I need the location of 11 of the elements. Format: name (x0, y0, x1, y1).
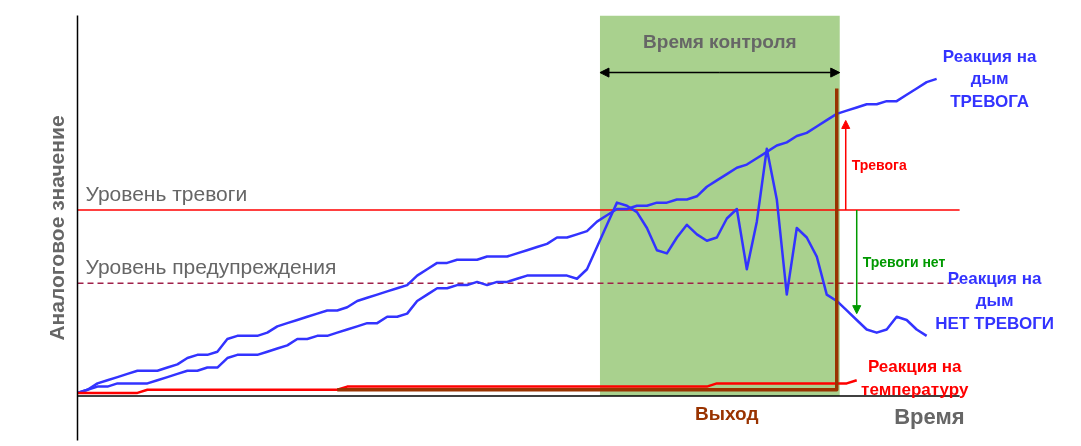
series-label: Реакция на дым ТРЕВОГА (942, 46, 1037, 112)
series-label: Выход (695, 402, 759, 424)
series-label: Реакция на температуру (861, 357, 969, 400)
ref-line-label: Уровень тревоги (85, 181, 248, 205)
ref-line-label: Уровень предупреждения (85, 255, 337, 279)
annotation: Тревоги нет (862, 253, 946, 270)
text: Время контроля (643, 30, 797, 52)
y-axis-title: Аналоговое значение (44, 115, 68, 341)
series-label: Реакция на дым НЕТ ТРЕВОГИ (935, 268, 1055, 334)
annotation: Тревога (851, 157, 907, 174)
x-axis-title: Время (894, 404, 965, 430)
